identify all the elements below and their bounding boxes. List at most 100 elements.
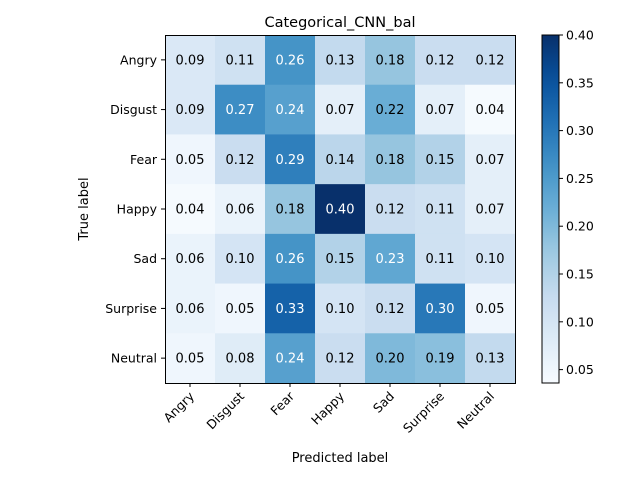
heatmap-cell: [165, 35, 216, 86]
x-tick-label: Disgust: [203, 388, 247, 432]
heatmap-cell: [265, 233, 316, 285]
heatmap-cell: [265, 134, 316, 185]
heatmap-cell: [415, 84, 466, 135]
cell-value-label: 0.15: [426, 153, 455, 168]
x-tick-label: Surprise: [400, 388, 447, 435]
colorbar-tick-label: 0.05: [566, 362, 594, 377]
heatmap-cell: [415, 184, 466, 235]
heatmap-cell: [415, 283, 466, 334]
heatmap-cell: [465, 134, 516, 185]
cell-value-label: 0.12: [326, 352, 355, 367]
cell-value-label: 0.26: [276, 53, 305, 68]
cell-value-label: 0.30: [426, 302, 455, 317]
cell-value-label: 0.07: [426, 103, 455, 118]
x-axis-label: Predicted label: [292, 451, 389, 466]
heatmap-cell: [315, 134, 366, 185]
cell-value-label: 0.06: [226, 203, 255, 218]
cell-value-label: 0.05: [176, 153, 205, 168]
heatmap-cell: [465, 333, 516, 384]
cell-value-label: 0.04: [476, 103, 505, 118]
heatmap-cell: [165, 283, 216, 334]
heatmap-cell: [215, 134, 266, 185]
cell-value-label: 0.05: [476, 302, 505, 317]
cell-value-label: 0.10: [476, 252, 505, 267]
cell-value-label: 0.07: [476, 153, 505, 168]
heatmap-cell: [365, 134, 416, 185]
cell-value-label: 0.05: [226, 302, 255, 317]
cell-value-label: 0.12: [476, 53, 505, 68]
heatmap-cell: [215, 84, 266, 135]
colorbar-tick-label: 0.20: [566, 219, 594, 234]
cell-value-label: 0.27: [226, 103, 255, 118]
heatmap-cell: [465, 84, 516, 135]
heatmap-cell: [465, 35, 516, 86]
heatmap-cell: [365, 184, 416, 235]
cell-value-label: 0.12: [226, 153, 255, 168]
heatmap-cell: [165, 84, 216, 135]
y-tick-label: Neutral: [111, 351, 157, 366]
heatmap-cell: [365, 333, 416, 384]
cell-value-label: 0.08: [226, 352, 255, 367]
cell-value-label: 0.23: [376, 252, 405, 267]
x-tick-label: Sad: [370, 389, 397, 416]
heatmap-cell: [265, 283, 316, 334]
cell-value-label: 0.06: [176, 252, 205, 267]
cell-value-label: 0.09: [176, 53, 205, 68]
heatmap-cell: [365, 283, 416, 334]
y-axis-label: True label: [77, 177, 92, 241]
cell-value-label: 0.29: [276, 153, 305, 168]
y-tick-label: Happy: [117, 202, 158, 217]
cell-value-label: 0.40: [326, 203, 355, 218]
colorbar-ticks: 0.05 0.10 0.15 0.20 0.25 0.30 0.35 0.40: [559, 28, 594, 377]
heatmap-cell: [165, 333, 216, 384]
heatmap-cell: [215, 233, 266, 285]
colorbar-tick-label: 0.40: [566, 28, 594, 43]
heatmap-cell: [265, 84, 316, 135]
heatmap-cell: [315, 333, 366, 384]
cell-value-label: 0.11: [426, 252, 455, 267]
chart-title: Categorical_CNN_bal: [264, 15, 415, 31]
heatmap-cell: [365, 84, 416, 135]
x-tick-label: Fear: [267, 388, 297, 418]
heatmap-cell: [365, 35, 416, 86]
heatmap-cell: [165, 184, 216, 235]
colorbar: [541, 34, 560, 384]
cell-value-label: 0.15: [326, 252, 355, 267]
cell-value-label: 0.19: [426, 352, 455, 367]
cell-value-label: 0.12: [376, 203, 405, 218]
x-axis-ticks: Angry Disgust Fear Happy Sad Surprise Neutral: [160, 383, 497, 436]
heatmap-cell: [415, 333, 466, 384]
y-tick-label: Angry: [120, 52, 158, 67]
cell-value-label: 0.14: [326, 153, 355, 168]
heatmap-cell: [215, 35, 266, 86]
cell-value-label: 0.24: [276, 352, 305, 367]
heatmap-cell: [165, 134, 216, 185]
x-tick-label: Angry: [160, 388, 197, 425]
cell-value-label: 0.18: [276, 203, 305, 218]
colorbar-tick-label: 0.30: [566, 123, 594, 138]
cell-value-label: 0.12: [376, 302, 405, 317]
heatmap-cell: [265, 333, 316, 384]
cell-value-label: 0.13: [476, 352, 505, 367]
y-tick-label: Sad: [133, 251, 157, 266]
cell-value-label: 0.18: [376, 153, 405, 168]
heatmap-cell: [365, 233, 416, 285]
heatmap-cell: [415, 134, 466, 185]
heatmap-cell: [315, 283, 366, 334]
heatmap-cell: [265, 35, 316, 86]
colorbar-tick-label: 0.35: [566, 75, 594, 90]
heatmap-cell: [265, 184, 316, 235]
cell-value-label: 0.09: [176, 103, 205, 118]
cell-value-label: 0.10: [226, 252, 255, 267]
x-tick-label: Happy: [308, 388, 348, 428]
heatmap-cell: [315, 84, 366, 135]
heatmap-cell: [215, 283, 266, 334]
colorbar-tick-label: 0.15: [566, 267, 594, 282]
heatmap-cell: [465, 184, 516, 235]
cell-value-label: 0.18: [376, 53, 405, 68]
heatmap-cell: [315, 233, 366, 285]
cell-value-label: 0.10: [326, 302, 355, 317]
heatmap-cell: [215, 184, 266, 235]
cell-value-label: 0.22: [376, 103, 405, 118]
cell-value-label: 0.11: [226, 53, 255, 68]
